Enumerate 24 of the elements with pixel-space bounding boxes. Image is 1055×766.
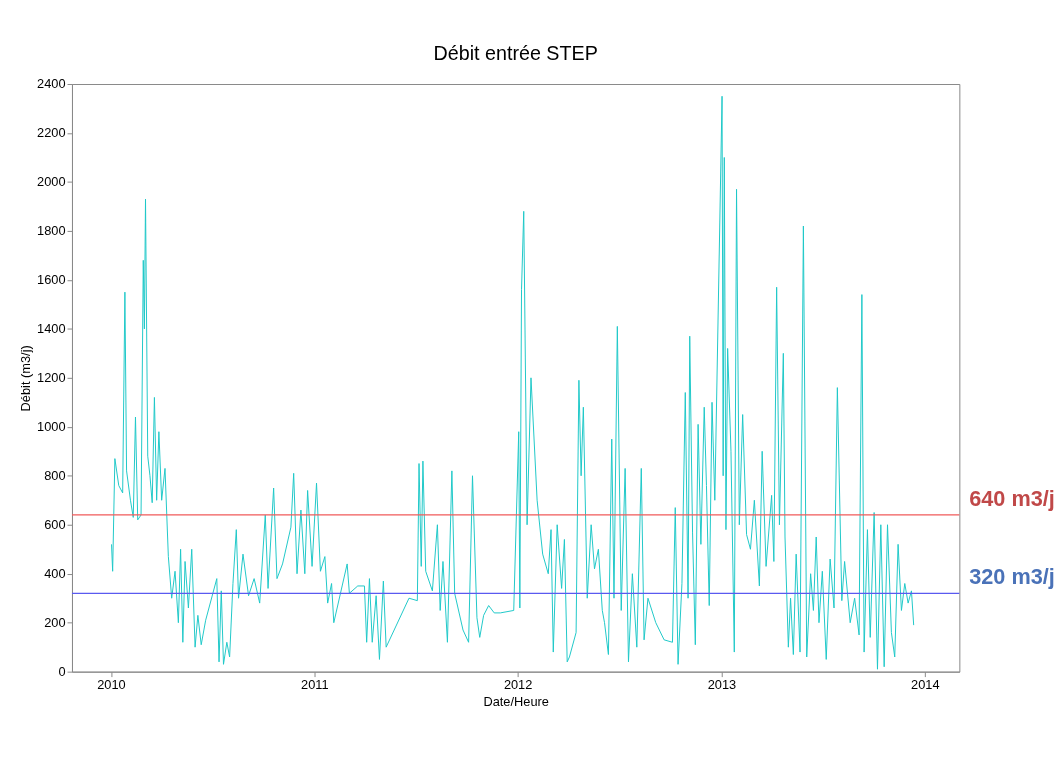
y-tick-label: 1400	[37, 321, 66, 337]
x-tick-label: 2012	[503, 676, 533, 692]
x-tick-label: 2013	[707, 676, 737, 692]
x-tick-label: 2011	[301, 676, 329, 692]
y-tick-label: 800	[44, 468, 66, 484]
y-tick-label: 1000	[37, 419, 66, 435]
y-tick-label: 2000	[37, 174, 66, 190]
chart-title: Débit entrée STEP	[433, 42, 598, 65]
y-tick-label: 1200	[37, 370, 66, 386]
line-series	[111, 95, 915, 670]
y-tick-label: 0	[58, 664, 66, 680]
y-tick-label: 1600	[37, 272, 66, 288]
x-tick-label: 2014	[911, 676, 940, 692]
y-tick-label: 2400	[37, 76, 66, 92]
x-tick-label: 2010	[97, 676, 126, 692]
y-tick-label: 400	[44, 566, 66, 582]
y-tick-label: 600	[44, 517, 66, 533]
ref-line-label: 640 m3/j	[969, 486, 1055, 512]
y-tick-label: 200	[44, 615, 66, 631]
y-tick-label: 2200	[37, 125, 66, 141]
y-axis-title: Débit (m3/j)	[18, 345, 34, 412]
ref-line-label: 320 m3/j	[969, 564, 1055, 590]
y-tick-label: 1800	[37, 223, 66, 239]
x-axis-title: Date/Heure	[483, 693, 549, 709]
